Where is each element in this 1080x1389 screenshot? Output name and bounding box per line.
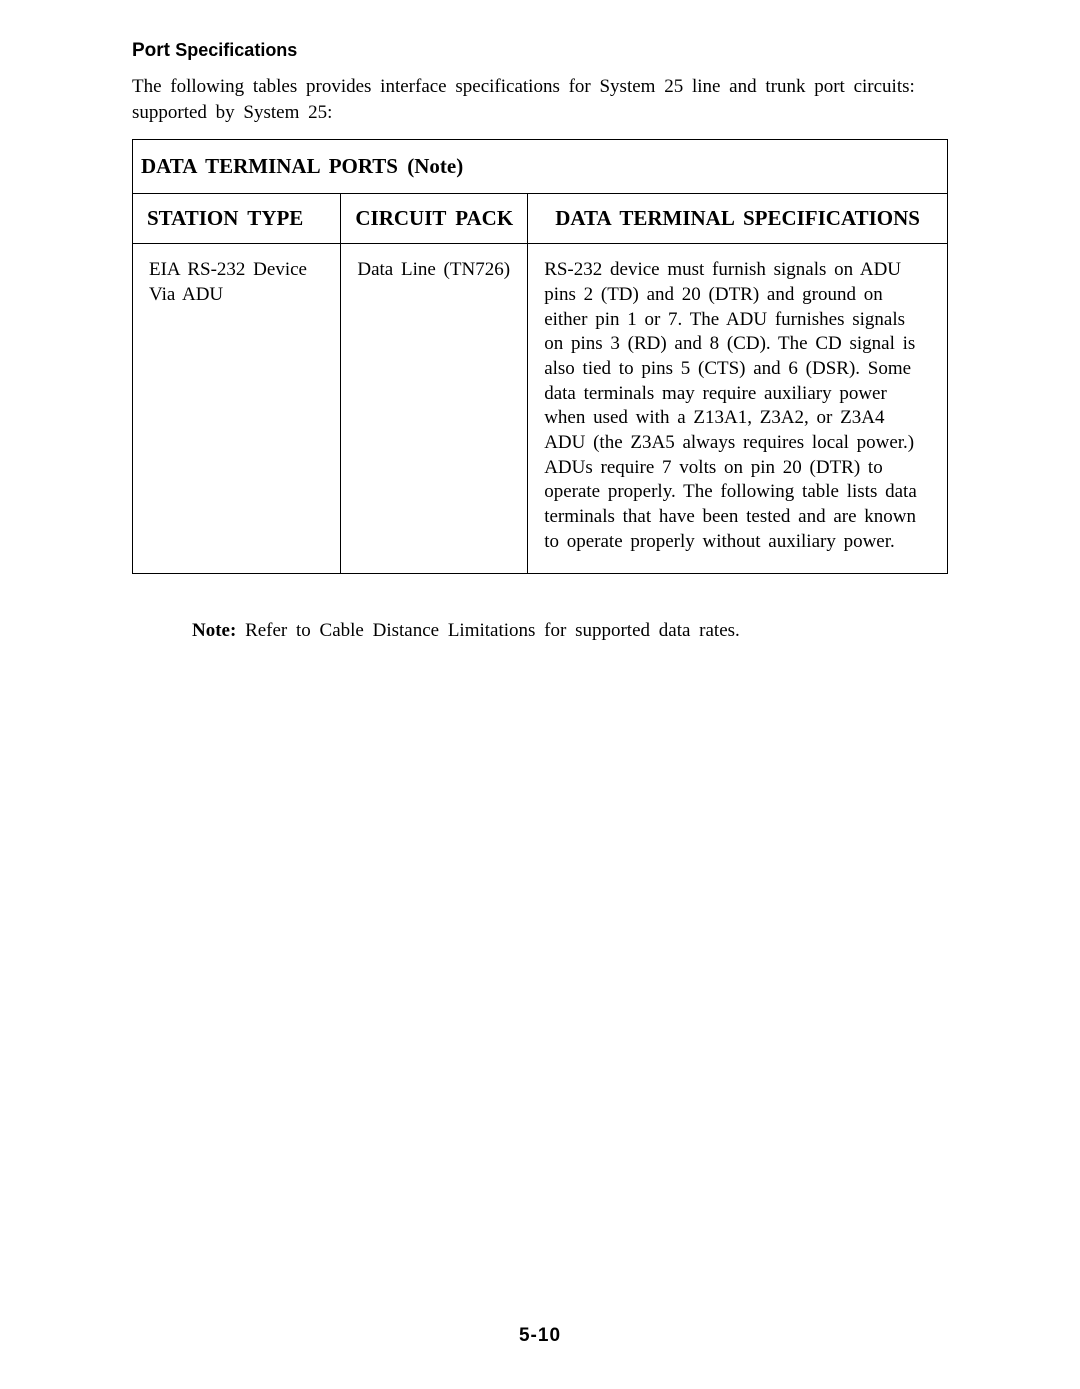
cell-circuit: Data Line (TN726) [341,244,528,573]
intro-paragraph: The following tables provides interface … [132,74,948,125]
col-header-circuit: CIRCUIT PACK [341,194,528,244]
col-header-station: STATION TYPE [133,194,341,244]
cell-spec: RS-232 device must furnish signals on AD… [528,244,948,573]
table-title: DATA TERMINAL PORTS (Note) [133,140,948,194]
heading-part2: Specifications [175,40,297,60]
note-text: Refer to Cable Distance Limitations for … [245,620,740,641]
col-header-spec: DATA TERMINAL SPECIFICATIONS [528,194,948,244]
note-label: Note: [192,620,236,641]
cell-station: EIA RS-232 Device Via ADU [133,244,341,573]
page-number: 5-10 [0,1325,1080,1347]
note-line: Note: Refer to Cable Distance Limitation… [192,620,948,642]
section-heading: Port Specifications [132,40,948,62]
table-row: EIA RS-232 Device Via ADU Data Line (TN7… [133,244,948,573]
data-terminal-ports-table: DATA TERMINAL PORTS (Note) STATION TYPE … [132,139,948,573]
heading-part1: Port [132,40,170,61]
